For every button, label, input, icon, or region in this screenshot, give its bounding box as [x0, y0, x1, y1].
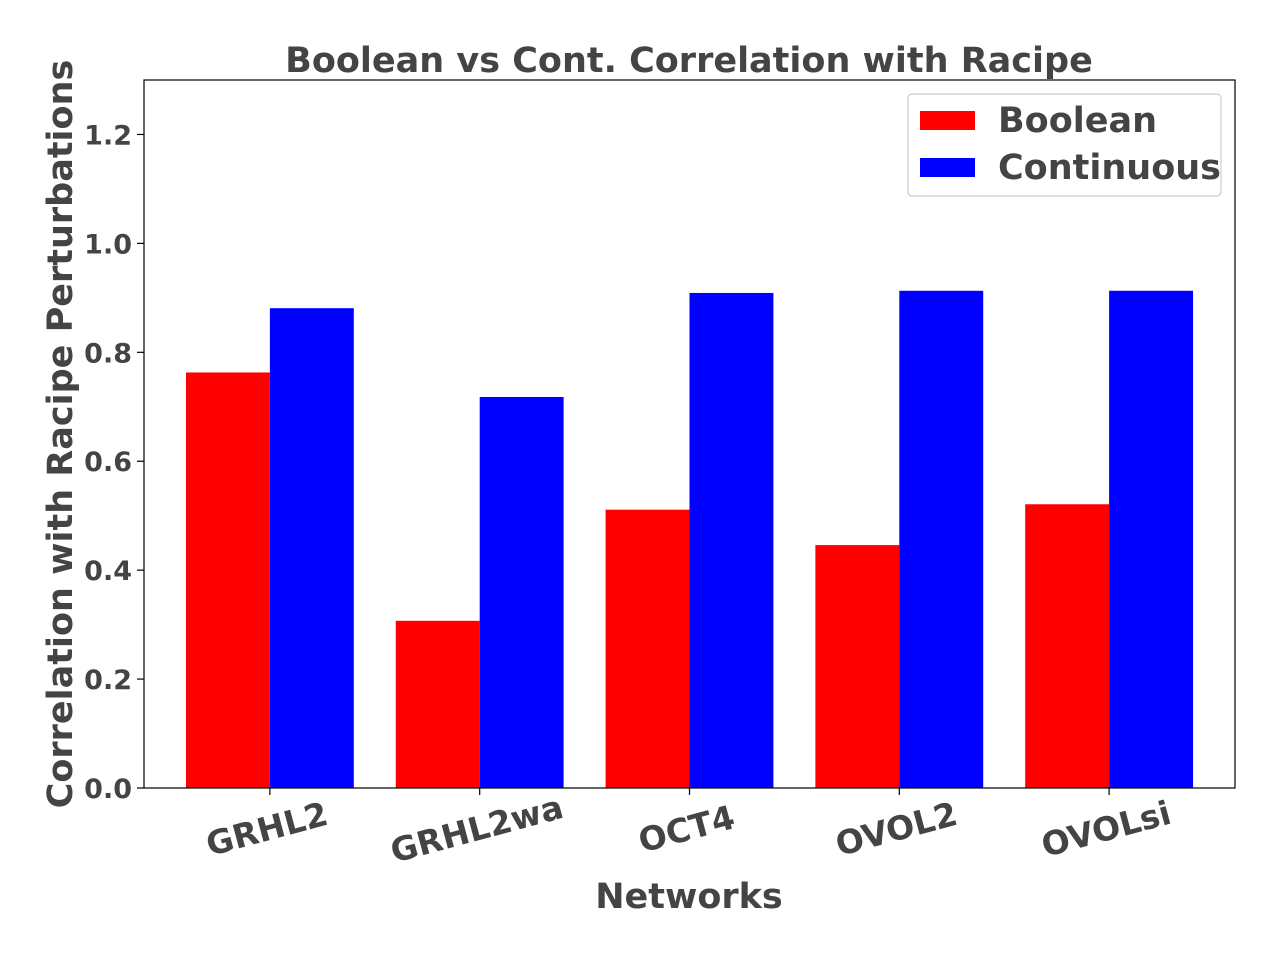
y-tick-label: 0.2: [84, 665, 132, 696]
bar-continuous-ovol2: [899, 290, 984, 788]
bar-boolean-ovol2: [815, 545, 900, 788]
y-tick-label: 0.0: [84, 774, 132, 805]
legend-label-boolean: Boolean: [998, 101, 1157, 141]
legend-box: [907, 93, 1222, 197]
x-tick-label-oct4: OCT4: [634, 797, 739, 860]
bar-continuous-grhl2wa: [479, 396, 564, 788]
legend-label-continuous: Continuous: [998, 148, 1221, 188]
bar-boolean-grhl2wa: [395, 620, 480, 788]
y-axis-label: Correlation with Racipe Perturbations: [41, 60, 81, 809]
bar-boolean-grhl2: [185, 372, 270, 788]
bar-continuous-ovolsi: [1109, 290, 1194, 788]
bars-group: [185, 290, 1194, 788]
y-tick-label: 0.8: [84, 338, 132, 369]
legend-swatch-boolean: [920, 111, 975, 130]
x-tick-label-ovol2: OVOL2: [831, 794, 961, 864]
legend-swatch-continuous: [920, 158, 975, 177]
legend: Boolean Continuous: [907, 93, 1222, 197]
y-tick-label: 0.4: [84, 556, 132, 587]
x-axis: GRHL2 GRHL2wa OCT4 OVOL2 OVOLsi: [202, 787, 1175, 870]
bar-continuous-grhl2: [269, 308, 354, 788]
x-tick-label-grhl2: GRHL2: [202, 794, 332, 864]
x-axis-label: Networks: [595, 877, 783, 917]
y-tick-label: 1.0: [84, 229, 132, 260]
y-axis: 0.0 0.2 0.4 0.6 0.8 1.0 1.2: [84, 120, 144, 805]
x-tick-label-grhl2wa: GRHL2wa: [386, 787, 567, 870]
bar-boolean-oct4: [605, 509, 690, 788]
y-tick-label: 1.2: [84, 120, 132, 151]
x-tick-label-ovolsi: OVOLsi: [1037, 793, 1175, 865]
y-tick-label: 0.6: [84, 447, 132, 478]
chart-title: Boolean vs Cont. Correlation with Racipe: [285, 41, 1093, 81]
bar-boolean-ovolsi: [1025, 504, 1110, 788]
bar-continuous-oct4: [689, 292, 774, 788]
